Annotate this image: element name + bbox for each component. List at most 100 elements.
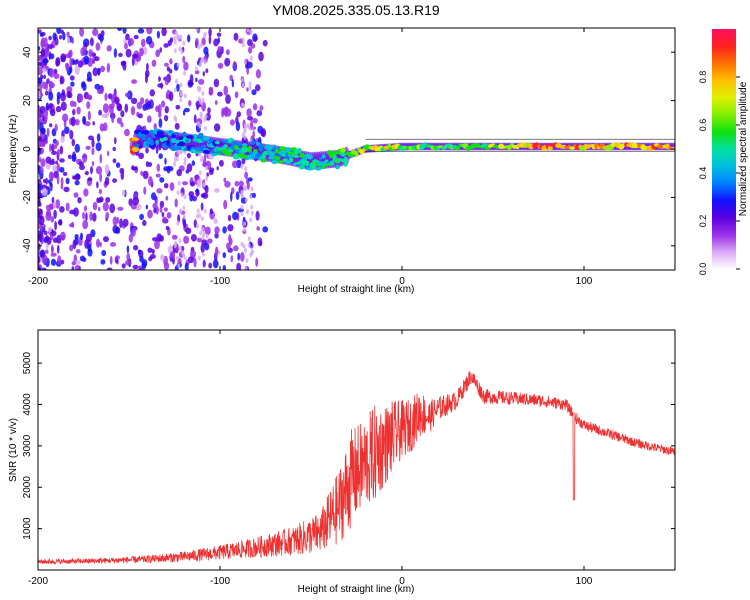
noise-speck xyxy=(75,249,81,254)
noise-speck xyxy=(155,173,161,178)
noise-speck xyxy=(62,171,68,176)
noise-speck xyxy=(104,176,110,186)
noise-speck xyxy=(121,190,126,196)
noise-speck xyxy=(214,100,218,105)
noise-speck xyxy=(50,216,55,223)
noise-speck xyxy=(63,186,70,193)
noise-speck xyxy=(56,244,60,254)
noise-speck xyxy=(235,116,239,125)
noise-speck xyxy=(174,122,180,130)
noise-speck xyxy=(80,47,86,57)
noise-speck xyxy=(57,219,63,225)
colorbar-ticks: 0.0 0.2 0.4 0.6 0.8 xyxy=(698,71,740,275)
noise-speck xyxy=(252,192,256,198)
noise-speck xyxy=(83,55,90,65)
noise-speck xyxy=(262,39,268,47)
signal-blob xyxy=(143,129,149,135)
noise-speck xyxy=(85,233,92,242)
noise-speck xyxy=(190,181,196,187)
y-tick-label: 40 xyxy=(22,46,33,58)
noise-speck xyxy=(69,75,75,81)
noise-speck xyxy=(246,28,250,33)
noise-speck xyxy=(154,199,158,207)
noise-speck xyxy=(62,113,69,122)
noise-speck xyxy=(251,89,257,96)
noise-speck xyxy=(131,79,138,84)
noise-speck xyxy=(79,28,84,37)
noise-speck xyxy=(162,216,168,223)
signal-blob xyxy=(182,131,187,138)
noise-speck xyxy=(148,256,153,262)
noise-speck xyxy=(60,177,64,186)
noise-speck xyxy=(85,94,92,100)
signal-blob xyxy=(279,146,287,151)
spectrogram-x-axis: -200 -100 0 100 xyxy=(28,28,593,287)
noise-speck xyxy=(54,140,59,147)
noise-speck xyxy=(159,177,165,183)
noise-speck xyxy=(51,196,55,204)
noise-speck xyxy=(41,267,47,270)
signal-blob xyxy=(354,151,359,157)
noise-speck xyxy=(213,123,221,132)
noise-speck xyxy=(38,196,41,203)
noise-speck xyxy=(244,197,248,203)
noise-speck xyxy=(49,123,53,128)
noise-speck xyxy=(145,73,148,84)
noise-speck xyxy=(237,252,241,261)
noise-speck xyxy=(196,237,203,243)
noise-speck xyxy=(182,110,186,116)
colorbar-label: Normalized spectral amplitude xyxy=(738,81,749,216)
noise-speck xyxy=(163,183,169,189)
noise-speck xyxy=(214,188,220,193)
signal-blob xyxy=(271,159,279,165)
noise-speck xyxy=(149,89,155,97)
noise-speck xyxy=(196,121,200,127)
noise-speck xyxy=(74,234,79,240)
noise-speck xyxy=(120,170,125,180)
noise-speck xyxy=(250,250,254,256)
noise-speck xyxy=(204,185,209,194)
colorbar-tick-label: 0.8 xyxy=(698,71,708,84)
noise-speck xyxy=(45,177,48,185)
noise-speck xyxy=(243,221,246,227)
noise-speck xyxy=(130,97,138,105)
y-tick-label: 20 xyxy=(22,95,33,107)
noise-speck xyxy=(125,48,132,58)
noise-speck xyxy=(71,116,76,127)
noise-speck xyxy=(203,46,209,55)
noise-speck xyxy=(242,243,246,249)
signal-blob xyxy=(265,144,273,151)
noise-speck xyxy=(109,242,117,247)
noise-speck xyxy=(120,122,124,128)
signal-blob xyxy=(156,130,164,135)
noise-speck xyxy=(67,50,72,59)
noise-speck xyxy=(69,209,76,215)
signal-blob xyxy=(455,146,460,151)
noise-speck xyxy=(179,149,183,155)
noise-speck xyxy=(131,166,138,171)
noise-speck xyxy=(38,156,42,163)
noise-speck xyxy=(38,29,42,34)
noise-speck xyxy=(244,186,248,192)
noise-speck xyxy=(73,207,79,217)
noise-speck xyxy=(48,91,54,101)
noise-speck xyxy=(120,110,125,118)
noise-speck xyxy=(92,201,98,211)
noise-speck xyxy=(216,32,222,37)
noise-speck xyxy=(122,218,129,227)
noise-speck xyxy=(169,182,175,191)
signal-blob xyxy=(268,151,276,158)
signal-blob xyxy=(214,140,220,145)
noise-speck xyxy=(48,51,52,60)
noise-speck xyxy=(65,62,69,72)
noise-speck xyxy=(156,233,162,242)
noise-speck xyxy=(214,226,220,234)
signal-blob xyxy=(247,146,253,150)
snr-x-axis: -200 -100 0 100 xyxy=(28,330,593,587)
noise-speck xyxy=(146,28,153,35)
signal-blob xyxy=(131,146,139,152)
signal-blob xyxy=(186,135,194,139)
noise-speck xyxy=(200,216,204,222)
noise-speck xyxy=(197,44,201,50)
noise-speck xyxy=(204,113,208,119)
